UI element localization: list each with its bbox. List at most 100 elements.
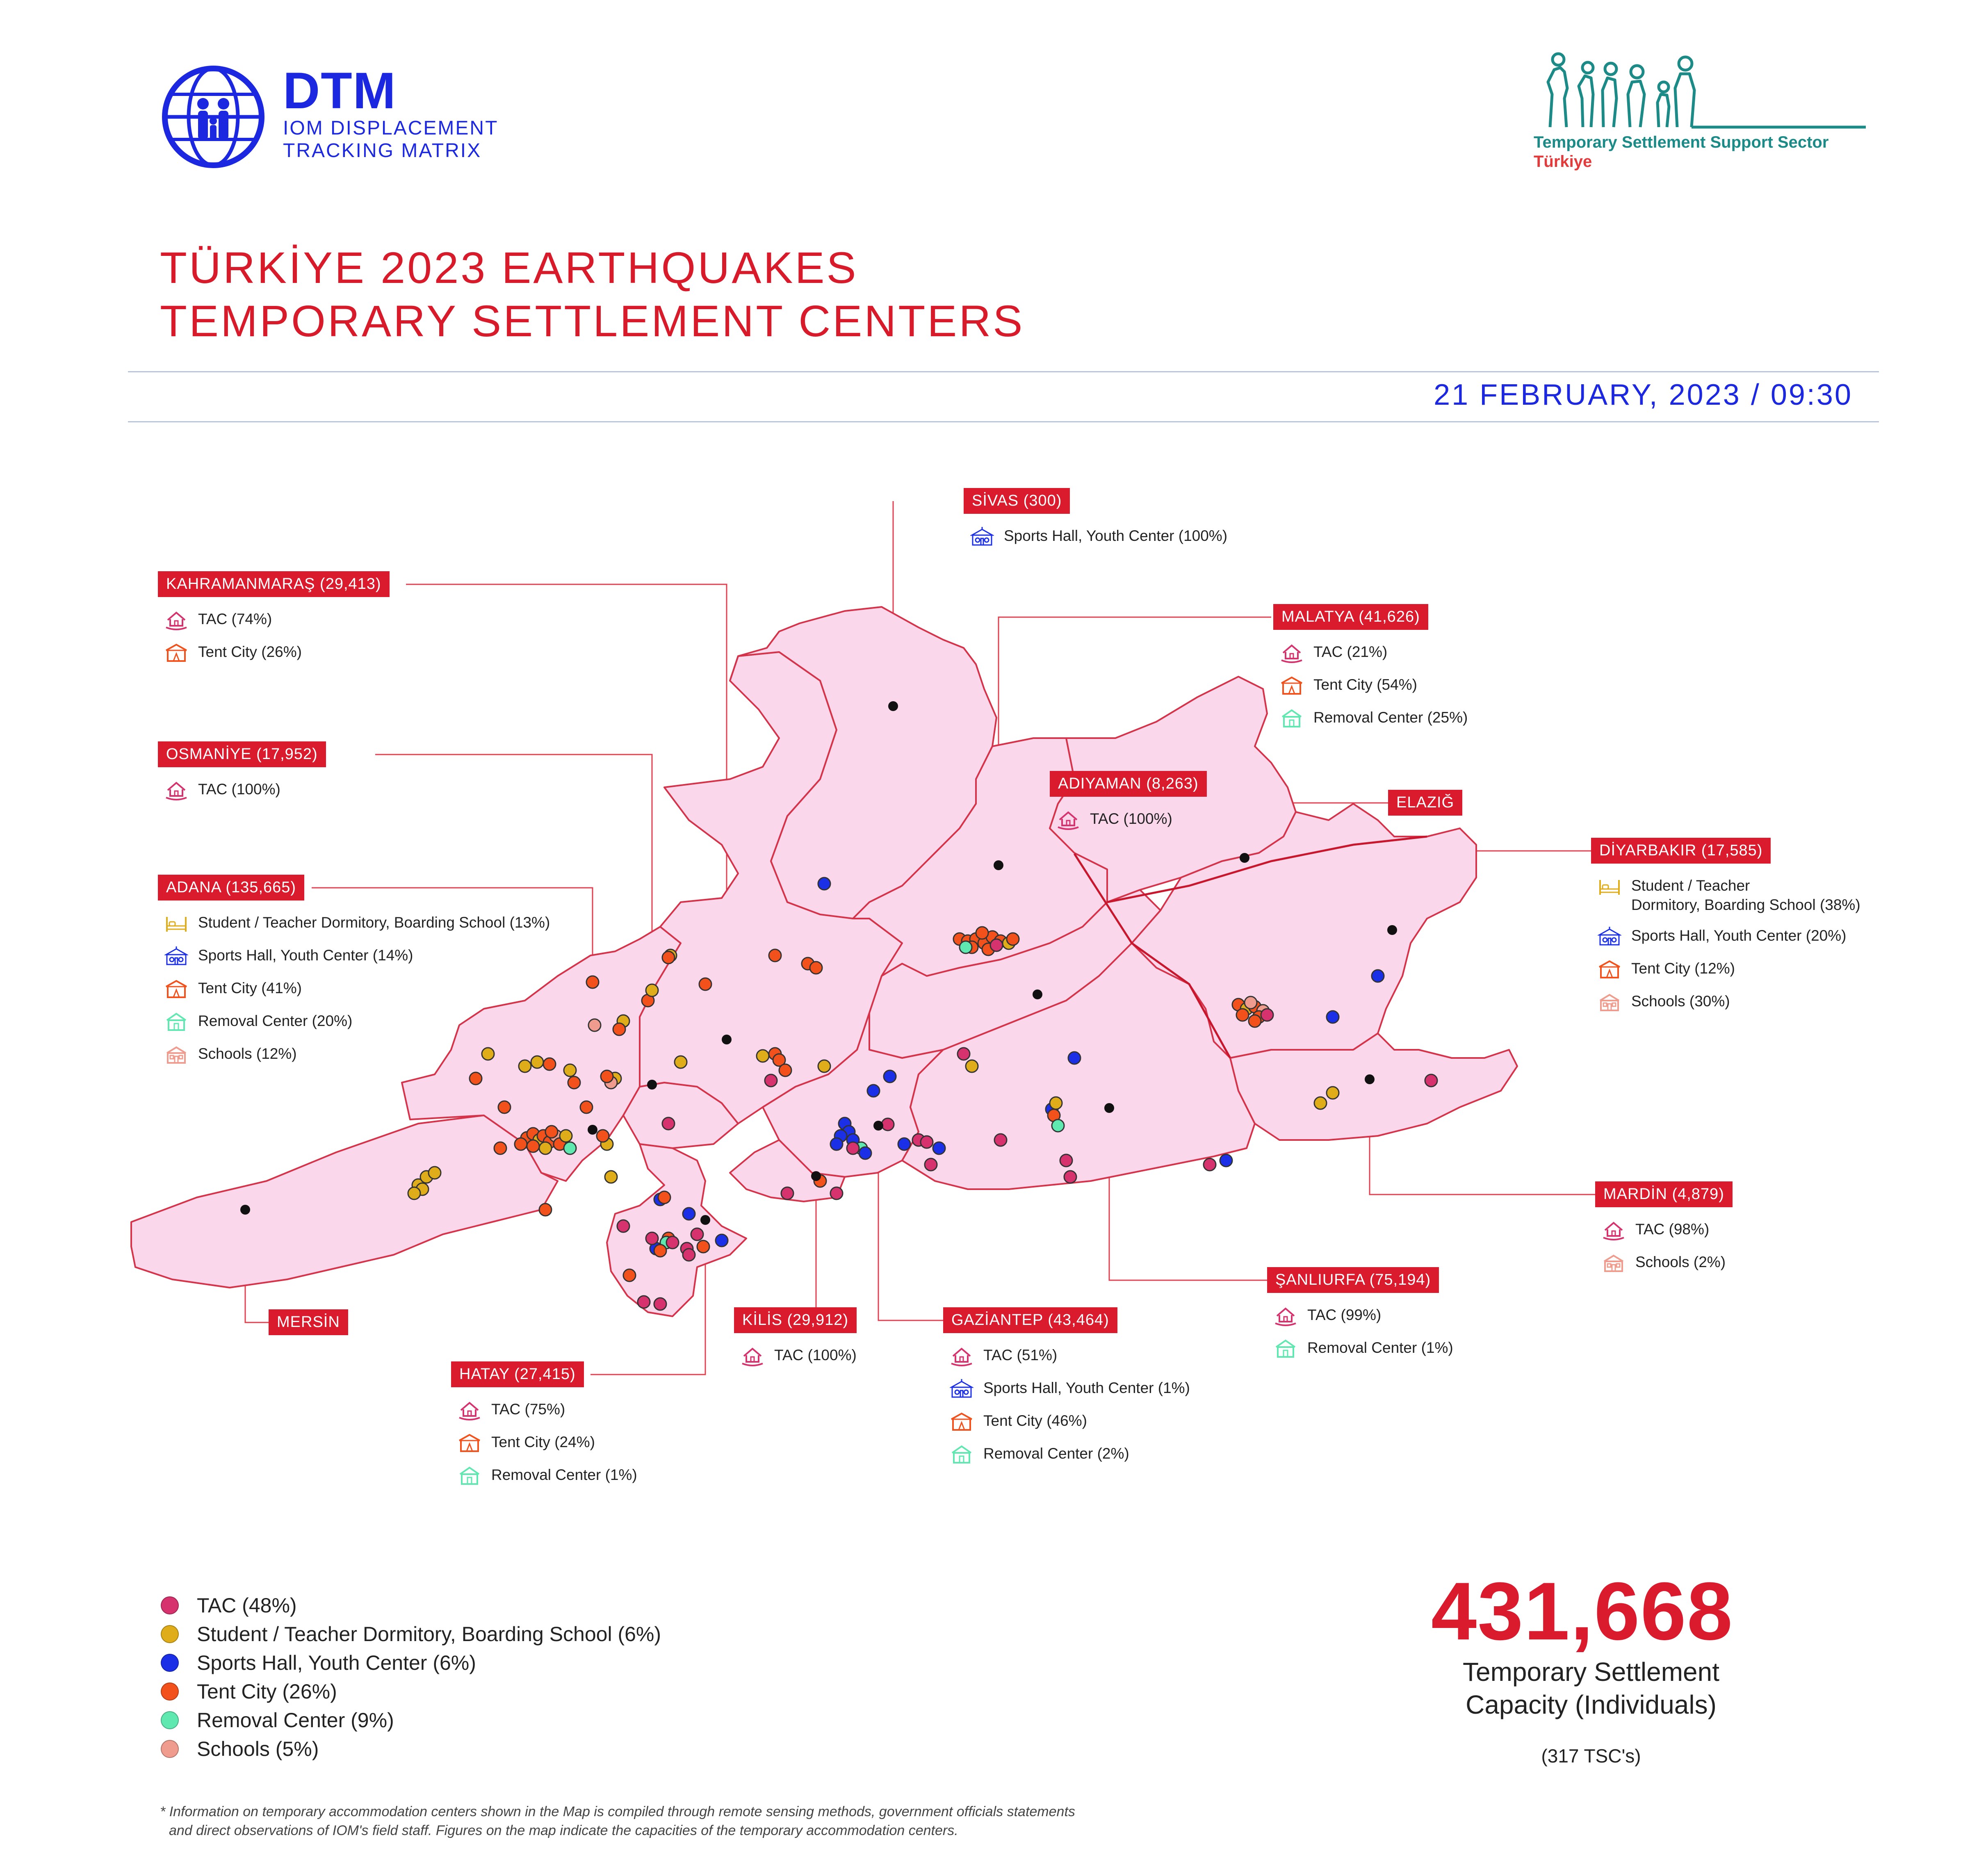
legend-label: TAC (48%) <box>197 1594 297 1617</box>
province-capital-marker <box>722 1035 732 1044</box>
fault-lines <box>1073 835 1427 1059</box>
settlement-point <box>588 1018 602 1032</box>
settlement-point <box>612 1022 626 1036</box>
settlement-point <box>579 1100 593 1114</box>
callout-item-line: Sports Hall, Youth Center (1%) <box>983 1379 1190 1396</box>
settlement-point <box>817 1059 831 1073</box>
callout-item-line: Tent City (46%) <box>983 1412 1087 1429</box>
settlement-point <box>622 1268 636 1282</box>
legend-item-schools: Schools (5%) <box>161 1735 661 1763</box>
settlement-points <box>407 877 1438 1311</box>
callout-item-text: Schools (12%) <box>198 1044 297 1063</box>
settlement-point <box>994 1133 1008 1147</box>
callout-hatay: HATAY (27,415) TAC (75%) Tent City (24%) Re… <box>451 1361 637 1486</box>
settlement-point <box>1260 1008 1274 1022</box>
callout-adiyaman: ADIYAMAN (8,263) TAC (100%) <box>1050 771 1207 830</box>
settlement-point <box>538 1203 552 1217</box>
callout-item-line: TAC (99%) <box>1307 1306 1382 1323</box>
settlement-point <box>817 877 831 891</box>
settlement-point <box>657 1190 671 1204</box>
callout-sanliurfa: ŞANLIURFA (75,194) TAC (99%) Removal Cente… <box>1267 1267 1453 1359</box>
callout-item: TAC (21%) <box>1280 642 1468 663</box>
province-capital-marker <box>1240 853 1249 863</box>
callout-item-line: TAC (51%) <box>983 1347 1058 1363</box>
settlement-point <box>866 1084 880 1098</box>
settlement-point <box>514 1137 528 1151</box>
province-capital-marker <box>700 1215 710 1225</box>
callout-item-line: Removal Center (1%) <box>1307 1339 1453 1356</box>
callout-osmaniye: OSMANİYE (17,952) TAC (100%) <box>158 741 326 801</box>
settlement-point <box>645 1231 659 1245</box>
settlement-point <box>1244 996 1258 1010</box>
callout-item-line: Removal Center (1%) <box>491 1466 637 1483</box>
province-mardin <box>1229 1033 1518 1141</box>
callout-item: Sports Hall, Youth Center (100%) <box>969 526 1227 547</box>
callout-item: TAC (100%) <box>741 1345 857 1367</box>
tent-city-icon <box>1280 675 1304 696</box>
province-mersin <box>130 1115 559 1288</box>
legend-swatch <box>161 1711 179 1729</box>
tsc-count: (317 TSC's) <box>1541 1745 1641 1767</box>
callout-item: Tent City (41%) <box>164 978 550 1000</box>
settlement-point <box>957 1047 971 1061</box>
legend-item-tac: TAC (48%) <box>161 1591 661 1620</box>
callout-item-line: Student / Teacher <box>1631 877 1750 894</box>
callout-item: Removal Center (20%) <box>164 1011 550 1033</box>
settlement-point <box>989 938 1003 952</box>
settlement-point <box>858 1146 872 1160</box>
province-gaziantep <box>762 1012 944 1178</box>
callout-elazig: ELAZIĞ <box>1388 790 1463 816</box>
callout-item-text: Removal Center (2%) <box>983 1444 1129 1463</box>
callout-item-text: Sports Hall, Youth Center (100%) <box>1004 526 1227 545</box>
province-capital-marker <box>888 701 898 711</box>
settlement-point <box>563 1141 577 1155</box>
callout-item-text: TAC (99%) <box>1307 1305 1381 1325</box>
settlement-point <box>1059 1154 1073 1167</box>
settlement-point <box>846 1141 860 1155</box>
settlement-point <box>1371 969 1385 983</box>
settlement-point <box>616 1219 630 1233</box>
province-capitals <box>240 701 1397 1225</box>
province-capital-marker <box>1033 989 1042 999</box>
callout-item: TAC (100%) <box>1056 809 1207 830</box>
report-date: 21 FEBRUARY, 2023 / 09:30 <box>1434 378 1853 411</box>
legend-item-tent-city: Tent City (26%) <box>161 1677 661 1706</box>
callout-item: TAC (75%) <box>458 1400 637 1421</box>
callout-item-line: Schools (2%) <box>1635 1254 1726 1270</box>
settlement-point <box>600 1069 614 1083</box>
callout-item-line: Removal Center (25%) <box>1313 709 1468 726</box>
callout-item-line: TAC (100%) <box>774 1347 857 1363</box>
callout-item: Sports Hall, Youth Center (1%) <box>949 1378 1190 1400</box>
callout-item-line: TAC (100%) <box>198 781 280 798</box>
capacity-caption-line2: Capacity (Individuals) <box>1466 1690 1717 1719</box>
callout-item: Tent City (46%) <box>950 1411 1190 1432</box>
callout-item-line: Sports Hall, Youth Center (100%) <box>1004 527 1228 544</box>
settlement-point <box>653 1297 667 1311</box>
settlement-point <box>690 1227 704 1241</box>
province-label-kilis: KİLİS (29,912) <box>734 1307 857 1333</box>
callout-item: TAC (74%) <box>164 609 390 631</box>
settlement-point <box>1049 1096 1063 1110</box>
settlement-point <box>559 1129 573 1143</box>
callout-item: TAC (99%) <box>1274 1305 1453 1327</box>
callout-item-text: Tent City (46%) <box>983 1411 1087 1430</box>
callout-item-line: Removal Center (20%) <box>198 1012 353 1029</box>
province-label-osmaniye: OSMANİYE (17,952) <box>158 741 326 767</box>
settlement-point <box>1326 1010 1340 1024</box>
removal-center-icon <box>1280 708 1304 729</box>
settlement-point <box>545 1125 559 1139</box>
province-hatay <box>606 1143 747 1317</box>
callout-item: Schools (30%) <box>1598 992 1860 1013</box>
settlement-point <box>518 1059 532 1073</box>
legend-swatch <box>161 1596 179 1614</box>
settlement-point <box>830 1137 844 1151</box>
legend-label: Tent City (26%) <box>197 1680 337 1703</box>
settlement-point <box>830 1186 844 1200</box>
callout-item-line: TAC (75%) <box>491 1401 565 1418</box>
callout-item-line: Sports Hall, Youth Center (20%) <box>1631 927 1847 944</box>
sports-hall-icon <box>1597 926 1622 947</box>
settlement-point <box>407 1186 421 1200</box>
callout-item-text: Removal Center (1%) <box>491 1465 637 1484</box>
callout-item: Removal Center (25%) <box>1280 708 1468 729</box>
dtm-logo-line2: TRACKING MATRIX <box>283 140 482 162</box>
